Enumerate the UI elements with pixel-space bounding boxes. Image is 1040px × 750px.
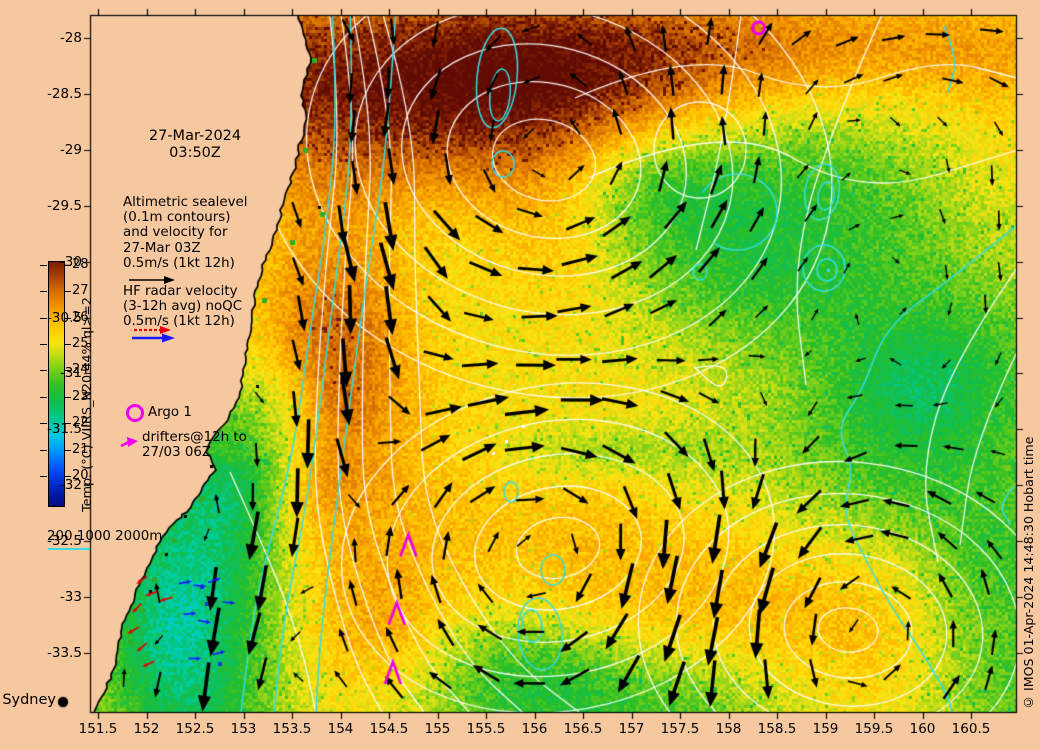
x-tick-label: 158 [715, 721, 742, 737]
legend-line: 27/03 06Z [142, 445, 212, 461]
y-tick-label: -32.5 [47, 533, 82, 550]
colorbar-tick-label: 24 [72, 362, 89, 378]
y-tick-label: -30.5 [47, 309, 82, 326]
argo-legend-icon [126, 404, 144, 422]
x-tick-label: 158.5 [757, 721, 797, 737]
colorbar-tick [40, 291, 47, 293]
colorbar-tick-label: 23 [72, 388, 89, 404]
isobath-legend-label: 200 1000 2000m [47, 529, 163, 544]
y-tick-label: -31.5 [47, 421, 82, 438]
map-date: 27-Mar-2024 [148, 128, 242, 144]
legend-line: drifters@12h to [142, 430, 247, 445]
colorbar-tick-label: 21 [72, 441, 89, 457]
colorbar-tick [64, 264, 71, 266]
colorbar-tick [40, 449, 47, 451]
x-tick-label: 157.5 [660, 721, 700, 737]
x-tick-label: 156.5 [563, 721, 603, 737]
altimetric-legend: Altimetric sealevel (0.1m contours) and ve… [123, 195, 248, 271]
x-tick-label: 152.5 [175, 721, 215, 737]
y-tick-label: -29 [59, 141, 82, 158]
x-tick-label: 153.5 [272, 721, 312, 737]
colorbar-tick [40, 396, 47, 398]
altimetric-velocity-arrow-icon [129, 276, 175, 284]
isobath-line-sample [48, 548, 90, 550]
x-tick-label: 154.5 [369, 721, 409, 737]
legend-line: 0.5m/s (1kt 12h) [123, 255, 235, 271]
colorbar-tick [64, 344, 71, 346]
colorbar-tick [64, 317, 71, 319]
x-tick-label: 151.5 [78, 721, 118, 737]
colorbar-tick [64, 291, 71, 293]
x-tick-label: 160 [909, 721, 936, 737]
map-time: 03:50Z [169, 145, 221, 161]
legend-line: 0.5m/s (1kt 12h) [123, 314, 235, 330]
x-tick-label: 153 [230, 721, 257, 737]
legend-line: (0.1m contours) [123, 210, 231, 226]
colorbar-tick [64, 449, 71, 451]
x-tick-label: 152 [133, 721, 160, 737]
drifters-legend: drifters@12h to 27/03 06Z [142, 430, 247, 460]
y-tick-label: -33 [59, 589, 82, 605]
y-tick-label: -28 [59, 30, 82, 46]
colorbar-tick-label: 28 [72, 256, 89, 272]
y-tick-label: -31 [59, 365, 82, 382]
y-tick-label: -33.5 [47, 644, 82, 661]
x-tick-label: 155.5 [466, 721, 506, 737]
y-tick-label: -28.5 [47, 85, 82, 102]
colorbar-tick-label: 27 [72, 283, 89, 299]
colorbar-tick [64, 423, 71, 425]
argo-legend-label: Argo 1 [148, 405, 192, 420]
legend-line: and velocity for [123, 225, 228, 241]
legend-line: 27-Mar 03Z [123, 240, 201, 256]
legend-line: Altimetric sealevel [123, 195, 248, 210]
city-label: Sydney [2, 692, 56, 708]
x-tick-label: 160.5 [951, 721, 991, 737]
colorbar-tick [40, 344, 47, 346]
colorbar-tick [64, 396, 71, 398]
drifter-legend-arrow-icon [120, 437, 138, 448]
colorbar-tick-label: 22 [72, 415, 89, 431]
colorbar-tick-label: 25 [72, 336, 89, 352]
hf-radar-arrows-icon [132, 326, 175, 343]
colorbar-tick-label: 20 [72, 467, 89, 483]
x-tick-label: 157 [618, 721, 645, 737]
x-tick-label: 154 [327, 721, 354, 737]
x-tick-label: 159.5 [854, 721, 894, 737]
colorbar-tick [64, 475, 71, 477]
colorbar-tick [64, 370, 71, 372]
colorbar-tick [40, 423, 47, 425]
legend-line: (3-12h avg) noQC [123, 299, 243, 315]
colorbar-tick [40, 475, 47, 477]
y-tick-label: -29.5 [47, 197, 82, 214]
colorbar-tick [40, 317, 47, 319]
y-tick-label: -32 [59, 477, 82, 494]
colorbar-tick [40, 264, 47, 266]
x-tick-label: 159 [812, 721, 839, 737]
x-tick-label: 155 [424, 721, 451, 737]
legend-line: HF radar velocity [123, 284, 238, 299]
colorbar-tick-label: 26 [72, 309, 89, 325]
credit-text: © IMOS 01-Apr-2024 14:48:30 Hobart time [1021, 436, 1036, 710]
hf-radar-legend: HF radar velocity (3-12h avg) noQC 0.5m/s … [123, 284, 242, 330]
colorbar-tick [40, 370, 47, 372]
colorbar [48, 261, 65, 507]
x-tick-label: 156 [521, 721, 548, 737]
